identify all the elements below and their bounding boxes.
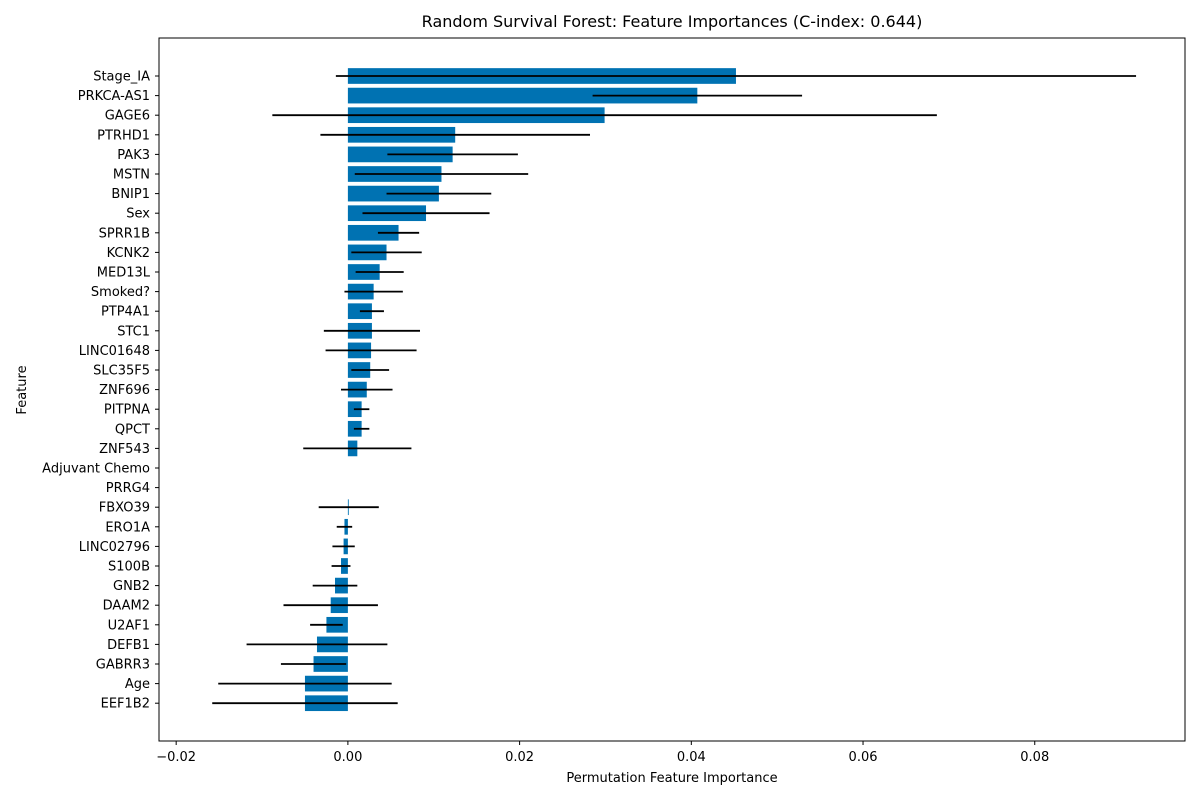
y-tick-label: PTRHD1	[97, 128, 150, 143]
y-tick-label: SPRR1B	[99, 226, 150, 241]
y-tick-label: EEF1B2	[101, 697, 150, 712]
y-tick-label: KCNK2	[107, 246, 150, 261]
plot-frame	[158, 37, 1186, 742]
x-tick-label: 0.04	[677, 750, 706, 765]
y-tick-label: GABRR3	[96, 658, 150, 673]
x-tick-label: 0.08	[1020, 750, 1049, 765]
y-tick-label: S100B	[108, 560, 150, 575]
y-tick-label: BNIP1	[111, 187, 150, 202]
plot-area	[212, 68, 1137, 712]
bar-SPRR1B	[347, 224, 399, 241]
y-tick-label: ZNF696	[99, 383, 150, 398]
y-tick-label: Sex	[126, 207, 150, 222]
x-tick-label: 0.06	[849, 750, 878, 765]
y-tick-label: DAAM2	[103, 599, 150, 614]
x-axis-label: Permutation Feature Importance	[566, 771, 777, 786]
y-tick-label: PITPNA	[104, 403, 150, 418]
x-tick-label: 0.00	[333, 750, 362, 765]
y-tick-label: ZNF543	[99, 442, 150, 457]
y-tick-label: LINC01648	[79, 344, 150, 359]
y-tick-label: Age	[125, 677, 150, 692]
x-tick-label: 0.02	[505, 750, 534, 765]
y-tick-label: MSTN	[113, 168, 150, 183]
y-tick-label: GNB2	[113, 579, 150, 594]
y-tick-label: U2AF1	[108, 618, 150, 633]
y-tick-label: PRRG4	[106, 481, 150, 496]
y-tick-label: PRKCA-AS1	[78, 89, 150, 104]
y-tick-label: Smoked?	[91, 285, 150, 300]
y-axis: Stage_IA PRKCA-AS1 GAGE6 PTRHD1 PAK3 MSTN BNIP…	[42, 70, 159, 712]
x-axis: −0.02 0.00 0.02 0.04 0.06 0.08	[156, 741, 1049, 765]
y-tick-label: PTP4A1	[101, 305, 150, 320]
bar-PRKCA-AS1	[347, 87, 698, 104]
y-tick-label: Stage_IA	[93, 70, 150, 85]
y-tick-label: STC1	[117, 324, 150, 339]
y-tick-label: FBXO39	[99, 501, 150, 516]
y-tick-label: Adjuvant Chemo	[42, 462, 150, 477]
y-tick-label: QPCT	[115, 422, 150, 437]
y-tick-label: GAGE6	[105, 109, 150, 124]
y-tick-label: PAK3	[117, 148, 150, 163]
x-tick-label: −0.02	[156, 750, 196, 765]
y-tick-label: SLC35F5	[93, 364, 150, 379]
chart-title: Random Survival Forest: Feature Importan…	[422, 12, 923, 31]
y-tick-label: MED13L	[97, 266, 151, 281]
y-tick-label: ERO1A	[105, 520, 150, 535]
y-tick-label: LINC02796	[79, 540, 150, 555]
y-tick-label: DEFB1	[107, 638, 150, 653]
y-axis-label: Feature	[15, 365, 30, 414]
